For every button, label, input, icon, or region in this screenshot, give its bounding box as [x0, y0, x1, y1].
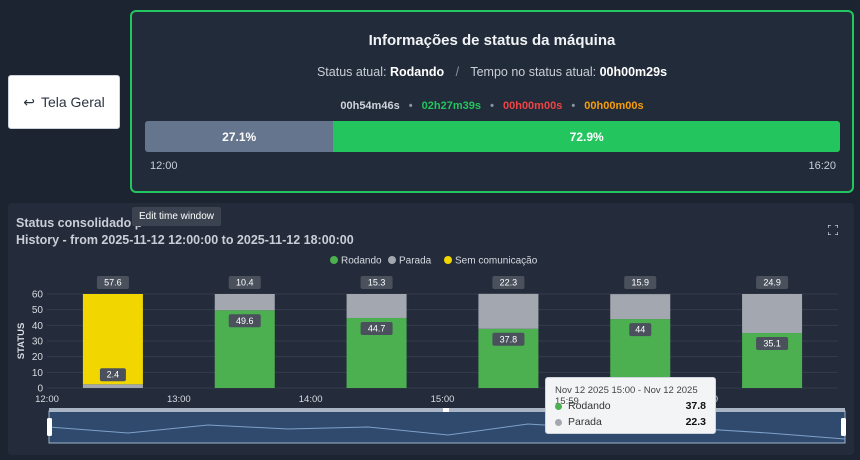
- zoom-handle-left[interactable]: [47, 418, 52, 436]
- current-status-value: Rodando: [389, 65, 445, 79]
- duration-red: 00h00m00s: [502, 100, 563, 112]
- data-label: 57.6: [104, 278, 122, 288]
- y-tick-label: 0: [37, 384, 43, 395]
- time-in-status-value: 00h00m29s: [599, 65, 668, 79]
- data-label-box: [756, 337, 789, 351]
- data-label-box: [492, 332, 525, 346]
- status-line: Status atual: Rodando / Tempo no status …: [132, 65, 852, 79]
- duration-separator: •: [571, 100, 576, 112]
- y-axis-label: STATUS: [16, 323, 27, 360]
- bar-segment-parada: 27.1%: [145, 121, 334, 152]
- duration-separator: •: [490, 100, 494, 112]
- bar-end-time: 16:20: [808, 160, 836, 172]
- return-arrow-icon: ↩: [23, 93, 35, 110]
- hover-row-value: 37.8: [685, 400, 706, 412]
- bar-segment-parada: [82, 384, 143, 388]
- bar-segment-parada: [346, 294, 407, 318]
- data-label: 44: [635, 325, 645, 335]
- current-status-label: Status atual:: [316, 65, 387, 79]
- data-label: 10.4: [236, 278, 254, 288]
- data-label-box: [756, 276, 789, 289]
- y-tick-label: 30: [32, 337, 44, 348]
- data-label-box: [360, 321, 393, 335]
- tela-geral-button[interactable]: ↩ Tela Geral: [8, 75, 120, 129]
- data-label-box: [228, 314, 261, 328]
- y-tick-label: 50: [32, 305, 44, 316]
- x-tick-label: 14:00: [299, 394, 323, 405]
- hover-row-rodando: Rodando 37.8: [555, 400, 706, 412]
- data-label: 2.4: [107, 370, 120, 380]
- y-tick-label: 40: [32, 321, 44, 332]
- legend-dot-icon: [388, 256, 396, 264]
- x-tick-label: 13:00: [167, 394, 191, 405]
- zoom-handle-right[interactable]: [841, 418, 846, 436]
- hover-row-parada: Parada 22.3: [555, 416, 706, 428]
- data-label-box: [492, 276, 525, 289]
- legend-item: Sem comunicação: [455, 256, 538, 267]
- edit-time-window-tooltip: Edit time window: [132, 207, 222, 226]
- data-label: 35.1: [763, 339, 781, 349]
- y-tick-label: 10: [32, 368, 44, 379]
- bar-segment-parada: [478, 293, 539, 329]
- y-tick-label: 60: [32, 290, 44, 301]
- duration-rodando: 02h27m39s: [421, 100, 481, 112]
- data-label-box: [96, 276, 129, 289]
- y-tick-label: 20: [32, 352, 44, 363]
- hover-row-name: Parada: [568, 416, 602, 428]
- duration-orange: 00h00m00s: [584, 100, 644, 112]
- x-tick-label: 12:00: [35, 394, 59, 405]
- hover-tooltip-title: Nov 12 2025 15:00 - Nov 12 2025 15:59: [555, 385, 698, 407]
- status-separator: /: [455, 65, 460, 79]
- duration-parada: 00h54m46s: [340, 100, 400, 112]
- status-card-title: Informações de status da máquina: [368, 32, 616, 49]
- zoom-slider-grip[interactable]: [443, 408, 449, 412]
- data-label-box: [629, 323, 652, 337]
- bar-segment-parada: [610, 294, 671, 320]
- data-label: 44.7: [368, 323, 386, 333]
- data-label: 24.9: [763, 278, 781, 288]
- x-tick-label: 15:00: [431, 394, 455, 405]
- rodando-dot-icon: [555, 402, 562, 410]
- hover-tooltip: Nov 12 2025 15:00 - Nov 12 2025 15:59 Ro…: [545, 377, 716, 434]
- time-in-status-label: Tempo no status atual:: [470, 65, 597, 79]
- data-label-box: [99, 368, 126, 382]
- parada-dot-icon: [555, 418, 562, 426]
- data-label: 49.6: [236, 316, 254, 326]
- legend-item: Parada: [399, 256, 432, 267]
- duration-separator: •: [408, 100, 413, 112]
- data-label-box: [228, 276, 261, 289]
- hover-row-name: Rodando: [568, 400, 611, 412]
- legend-item: Rodando: [341, 256, 382, 267]
- data-label: 22.3: [500, 278, 518, 288]
- data-label: 15.3: [368, 278, 386, 288]
- bar-segment-rodando: 72.9%: [333, 121, 840, 152]
- status-durations: 00h54m46s • 02h27m39s • 00h00m00s • 00h0…: [132, 100, 852, 112]
- legend-dot-icon: [330, 256, 338, 264]
- bar-start-time: 12:00: [150, 160, 178, 172]
- legend-dot-icon: [444, 256, 452, 264]
- data-label: 37.8: [500, 334, 518, 344]
- hover-row-value: 22.3: [685, 416, 706, 428]
- tela-geral-label: Tela Geral: [40, 94, 105, 110]
- data-label-box: [360, 276, 393, 289]
- bar-segment-parada: [214, 294, 275, 311]
- expand-icon[interactable]: [828, 225, 838, 235]
- machine-status-card: Informações de status da máquina Status …: [130, 10, 854, 193]
- chart-subtitle: History - from 2025-11-12 12:00:00 to 20…: [16, 233, 354, 247]
- consolidated-status-card: 0 10 20 30 40 50 60 STATUS 12:00 13:00 14:00 15:00 1…: [8, 203, 854, 455]
- data-label: 15.9: [631, 278, 649, 288]
- status-progress-bar: 27.1% 72.9%: [145, 121, 840, 152]
- zoom-slider-window[interactable]: [48, 410, 846, 444]
- data-label-box: [624, 276, 657, 289]
- bar-segment-parada: [742, 294, 803, 334]
- chart-title: Status consolidado p: [16, 216, 143, 230]
